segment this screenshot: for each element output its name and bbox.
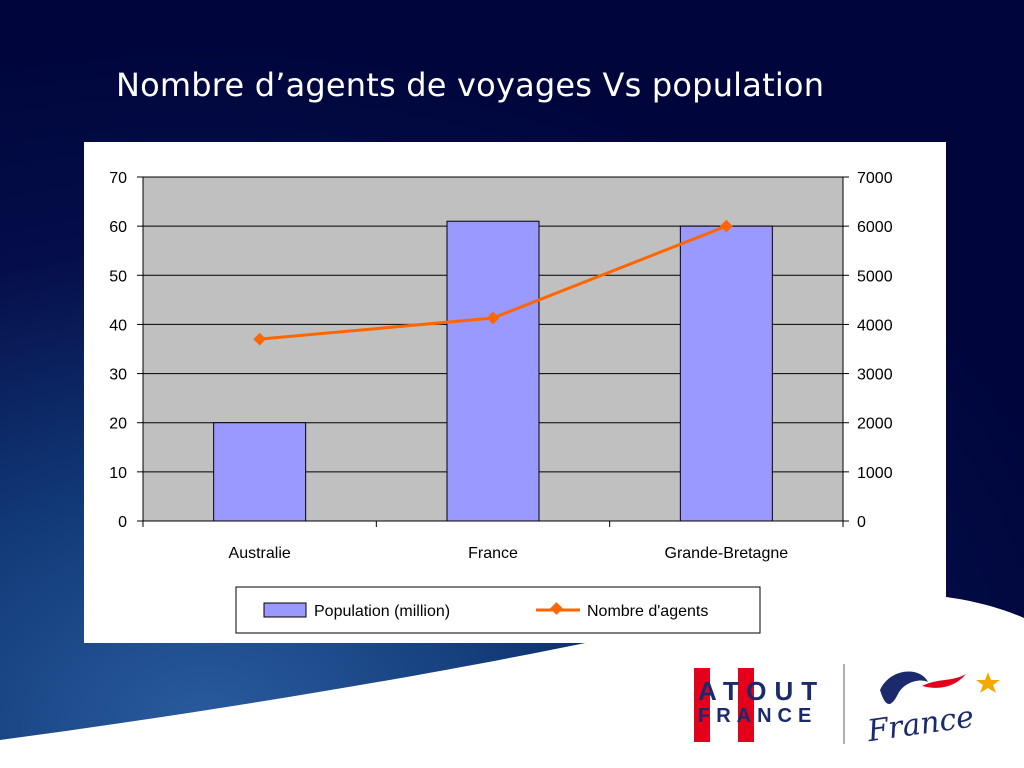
legend-label-population: Population (million) <box>314 603 450 620</box>
left-tick-label: 30 <box>109 367 127 384</box>
right-tick-label: 3000 <box>857 367 893 384</box>
line-point-france <box>486 311 500 325</box>
category-label: Grande-Bretagne <box>665 545 789 562</box>
bar-grande-bretagne <box>679 225 773 522</box>
right-tick-label: 5000 <box>857 268 893 285</box>
legend-box <box>235 586 761 634</box>
left-tick-label: 20 <box>109 416 127 433</box>
slide-title: Nombre d’agents de voyages Vs population <box>116 66 825 104</box>
left-tick-label: 60 <box>109 219 127 236</box>
marianne-profile-icon <box>880 671 928 704</box>
legend-label-agents: Nombre d'agents <box>587 603 708 620</box>
left-tick-label: 50 <box>109 268 127 285</box>
combo-chart: 0 10 20 30 40 50 60 70 0 1000 2000 3000 4000 5000 600… <box>109 170 893 634</box>
right-tick-label: 4000 <box>857 317 893 334</box>
left-tick-label: 70 <box>109 170 127 187</box>
right-tick-label: 7000 <box>857 170 893 187</box>
bar-france <box>446 220 540 522</box>
right-tick-label: 2000 <box>857 416 893 433</box>
logos: ATOUT FRANCE France <box>694 664 1000 750</box>
category-label: France <box>468 545 518 562</box>
bar-australie <box>213 422 307 522</box>
left-tick-label: 40 <box>109 317 127 334</box>
legend-swatch-population <box>263 602 307 618</box>
france-brand-logo: France <box>864 671 1000 750</box>
atout-red-bar-2 <box>738 668 754 742</box>
right-tick-label: 0 <box>857 514 866 531</box>
legend: Population (million) Nombre d'agents <box>235 586 761 634</box>
star-icon <box>976 672 1000 693</box>
category-label: Australie <box>229 545 291 562</box>
chart-panel: 0 10 20 30 40 50 60 70 0 1000 2000 3000 4000 5000 600… <box>84 142 946 643</box>
right-tick-label: 1000 <box>857 465 893 482</box>
left-tick-label: 10 <box>109 465 127 482</box>
france-word: France <box>864 700 976 750</box>
marianne-hair-red-icon <box>922 674 966 688</box>
atout-france-logo: ATOUT FRANCE <box>694 668 825 742</box>
atout-line1: ATOUT <box>698 676 825 706</box>
right-tick-label: 6000 <box>857 219 893 236</box>
left-tick-label: 0 <box>118 514 127 531</box>
atout-red-bar <box>694 668 710 742</box>
atout-line2: FRANCE <box>698 705 817 727</box>
